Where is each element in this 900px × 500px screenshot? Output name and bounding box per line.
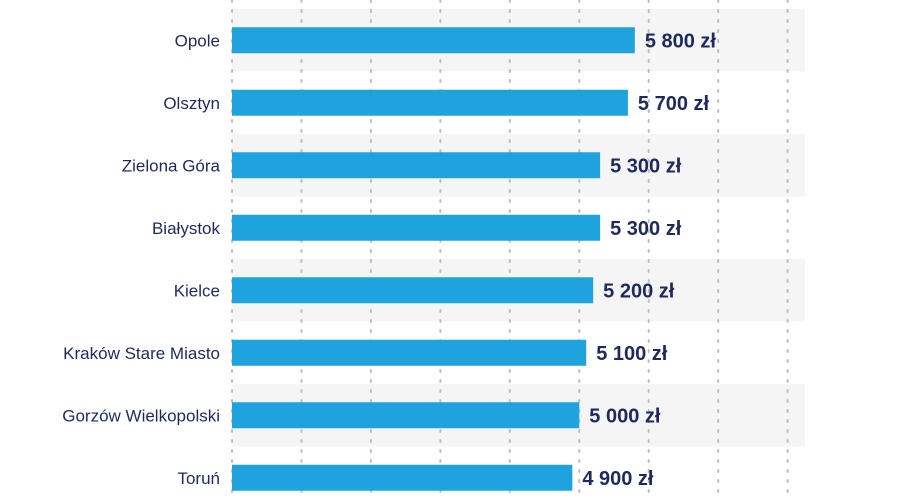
category-label: Toruń: [177, 469, 220, 488]
bar: [232, 402, 580, 429]
value-label: 5 300 zł: [610, 155, 682, 177]
category-label: Kielce: [174, 281, 220, 300]
bar: [232, 152, 601, 179]
category-label: Kraków Stare Miasto: [63, 344, 220, 363]
category-label: Zielona Góra: [122, 156, 221, 175]
value-label: 5 200 zł: [603, 280, 675, 302]
value-label: 5 000 zł: [589, 405, 661, 427]
bar: [232, 214, 601, 241]
category-label: Olsztyn: [163, 94, 220, 113]
category-label: Białystok: [152, 219, 221, 238]
bar: [232, 277, 594, 304]
bar: [232, 27, 635, 54]
category-label: Opole: [175, 31, 220, 50]
category-label: Gorzów Wielkopolski: [62, 406, 220, 425]
value-label: 4 900 zł: [582, 468, 654, 490]
category-labels: Opole Olsztyn Zielona Góra Białystok Kielce K…: [62, 31, 220, 488]
value-label: 5 300 zł: [610, 218, 682, 240]
value-labels: 5 800 zł 5 700 zł 5 300 zł 5 300 zł 5 200 zł…: [582, 30, 716, 490]
bar: [232, 89, 628, 116]
bar: [232, 339, 587, 366]
value-label: 5 700 zł: [638, 93, 710, 115]
bars: [232, 27, 635, 491]
value-label: 5 100 zł: [596, 343, 668, 365]
value-label: 5 800 zł: [645, 30, 717, 52]
bar: [232, 464, 573, 491]
grid-lines: [231, 0, 789, 500]
